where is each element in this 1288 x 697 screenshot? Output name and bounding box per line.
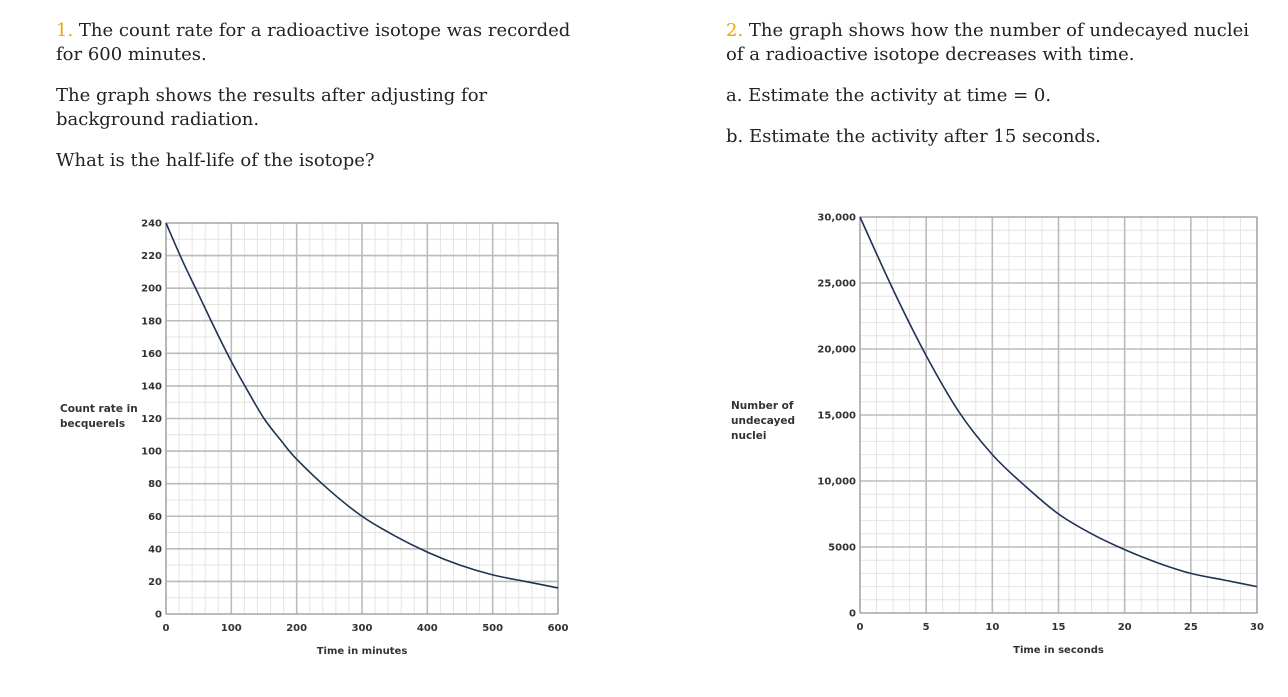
question-2-intro: 2. The graph shows how the number of und… bbox=[726, 19, 1266, 67]
chart-1-y-tick-label: 60 bbox=[148, 512, 162, 523]
chart-1-y-tick-label: 160 bbox=[141, 349, 162, 360]
chart-2-x-tick-label: 5 bbox=[923, 622, 930, 633]
chart-2-y-tick-label: 10,000 bbox=[817, 477, 856, 488]
chart-1-y-axis-label: Count rate in becquerels bbox=[60, 403, 138, 430]
question-2: 2. The graph shows how the number of und… bbox=[726, 19, 1266, 166]
chart-2-y-tick-label: 20,000 bbox=[817, 345, 856, 356]
chart-1-y-tick-label: 140 bbox=[141, 381, 162, 392]
chart-2-plot-border bbox=[859, 216, 1258, 614]
chart-1-y-tick-label: 40 bbox=[148, 544, 162, 555]
chart-1-series-1-line bbox=[165, 222, 559, 589]
question-2-number: 2. bbox=[726, 20, 744, 41]
chart-2-y-axis-label: Number of undecayed nuclei bbox=[731, 400, 796, 442]
chart-1-y-tick-label: 80 bbox=[148, 479, 162, 490]
question-2-text1: The graph shows how the number of undeca… bbox=[726, 20, 1250, 65]
chart-1-y-tick-label: 220 bbox=[141, 251, 162, 262]
question-1-text3: What is the half-life of the isotope? bbox=[56, 150, 375, 171]
chart-2-x-axis-label: Time in seconds bbox=[1013, 645, 1104, 656]
chart-2-y-tick-label: 15,000 bbox=[817, 411, 856, 422]
chart-1-x-tick-label: 600 bbox=[548, 623, 569, 634]
chart-1-x-tick-label: 500 bbox=[482, 623, 503, 634]
chart-2-series-1-line bbox=[859, 216, 1258, 588]
chart-1-y-tick-label: 180 bbox=[141, 316, 162, 327]
chart-1-x-tick-label: 400 bbox=[417, 623, 438, 634]
question-1: 1. The count rate for a radioactive isot… bbox=[56, 19, 576, 190]
question-1-intro: 1. The count rate for a radioactive isot… bbox=[56, 19, 576, 67]
chart-2-y-tick-label: 5000 bbox=[828, 543, 856, 554]
chart-1-y-tick-label: 200 bbox=[141, 284, 162, 295]
chart-2-x-tick-label: 25 bbox=[1184, 622, 1198, 633]
chart-1-y-tick-label: 120 bbox=[141, 414, 162, 425]
chart-2-x-tick-label: 10 bbox=[985, 622, 999, 633]
chart-2-x-tick-label: 20 bbox=[1118, 622, 1132, 633]
chart-1-x-tick-label: 300 bbox=[352, 623, 373, 634]
chart-1-x-tick-label: 0 bbox=[163, 623, 170, 634]
chart-1-plot-border bbox=[165, 222, 559, 615]
chart-1-x-tick-label: 200 bbox=[286, 623, 307, 634]
chart-1-y-tick-label: 0 bbox=[155, 610, 162, 621]
question-1-text2: The graph shows the results after adjust… bbox=[56, 85, 488, 130]
question-2-part-b: b. Estimate the activity after 15 second… bbox=[726, 126, 1101, 147]
question-1-text1: The count rate for a radioactive isotope… bbox=[56, 20, 571, 65]
chart-2-y-tick-label: 30,000 bbox=[817, 213, 856, 224]
question-1-number: 1. bbox=[56, 20, 74, 41]
chart-2-x-tick-label: 15 bbox=[1052, 622, 1066, 633]
chart-1-y-tick-label: 100 bbox=[141, 447, 162, 458]
chart-2-x-tick-label: 0 bbox=[857, 622, 864, 633]
chart-1-x-tick-label: 100 bbox=[221, 623, 242, 634]
chart-1-y-tick-label: 240 bbox=[141, 219, 162, 230]
chart-2-y-tick-label: 25,000 bbox=[817, 279, 856, 290]
chart-1-x-axis-label: Time in minutes bbox=[317, 646, 408, 657]
question-2-part-a: a. Estimate the activity at time = 0. bbox=[726, 85, 1052, 106]
chart-2-x-tick-label: 30 bbox=[1250, 622, 1264, 633]
chart-2-y-tick-label: 0 bbox=[849, 609, 856, 620]
chart-1-y-tick-label: 20 bbox=[148, 577, 162, 588]
